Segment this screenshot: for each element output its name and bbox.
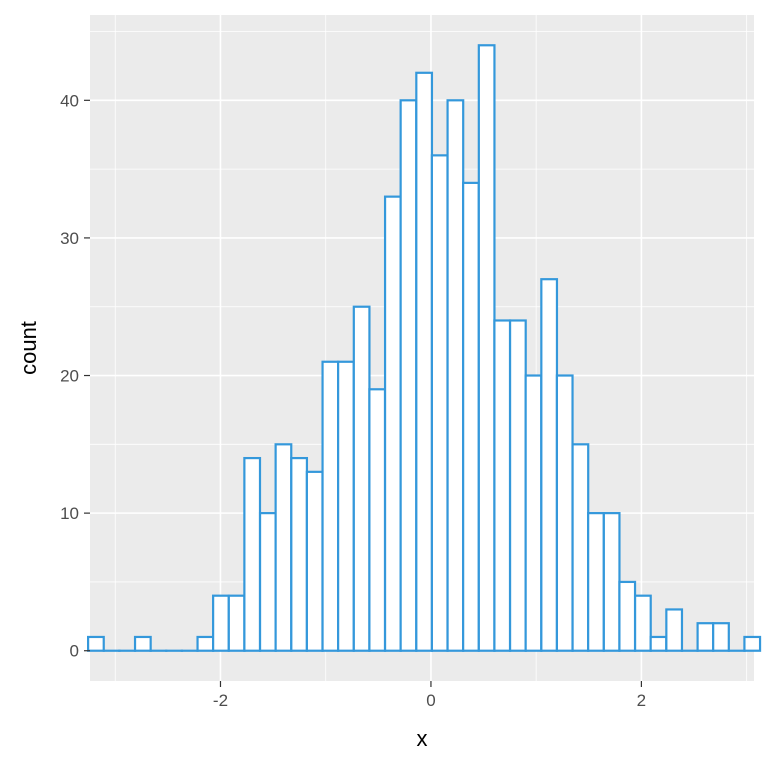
histogram-bar [337,360,355,652]
histogram-bar [87,635,105,652]
histogram-bar [540,278,559,652]
histogram-bar [430,154,449,652]
histogram-bar [508,319,527,652]
histogram-bars [87,44,762,652]
x-tick-label: -2 [213,691,228,710]
y-tick-label: 0 [70,642,79,661]
histogram-bar [462,181,480,652]
histogram-bar [602,512,621,652]
histogram-bar [305,470,324,652]
histogram-bar [712,622,730,652]
histogram-bar [649,635,668,652]
y-tick-label: 40 [60,91,79,110]
histogram-bar [587,512,605,652]
histogram-bar [618,580,637,652]
y-tick-label: 20 [60,367,79,386]
histogram-bar [477,44,496,652]
histogram-bar [415,71,434,652]
histogram-bar [352,305,371,652]
x-tick-label: 0 [426,691,435,710]
histogram-bar [493,319,512,652]
x-axis-title: x [417,726,428,751]
histogram-bar [290,456,309,652]
histogram-bar [524,374,543,652]
y-axis-title: count [16,321,41,375]
histogram-bar [368,388,387,652]
histogram-bar [633,594,652,652]
histogram-bar [212,594,230,652]
y-axis-ticks: 0 10 20 30 40 [60,91,90,661]
histogram-bar [243,456,262,652]
histogram-bar [571,443,590,652]
histogram-bar [399,99,418,652]
histogram-bar [383,195,402,652]
histogram-bar [258,512,277,652]
y-tick-label: 30 [60,229,79,248]
y-tick-label: 10 [60,504,79,523]
x-tick-label: 2 [637,691,646,710]
histogram-bar [446,99,465,652]
histogram-bar [274,443,293,652]
histogram-bar [555,374,574,652]
histogram-bar [321,360,340,652]
histogram-bar [743,635,762,652]
histogram-bar [133,635,152,652]
histogram-bar [196,635,215,652]
histogram-bar [696,622,715,652]
histogram-bar [665,608,684,652]
x-axis-ticks: -2 0 2 [213,681,646,710]
histogram-bar [227,594,246,652]
